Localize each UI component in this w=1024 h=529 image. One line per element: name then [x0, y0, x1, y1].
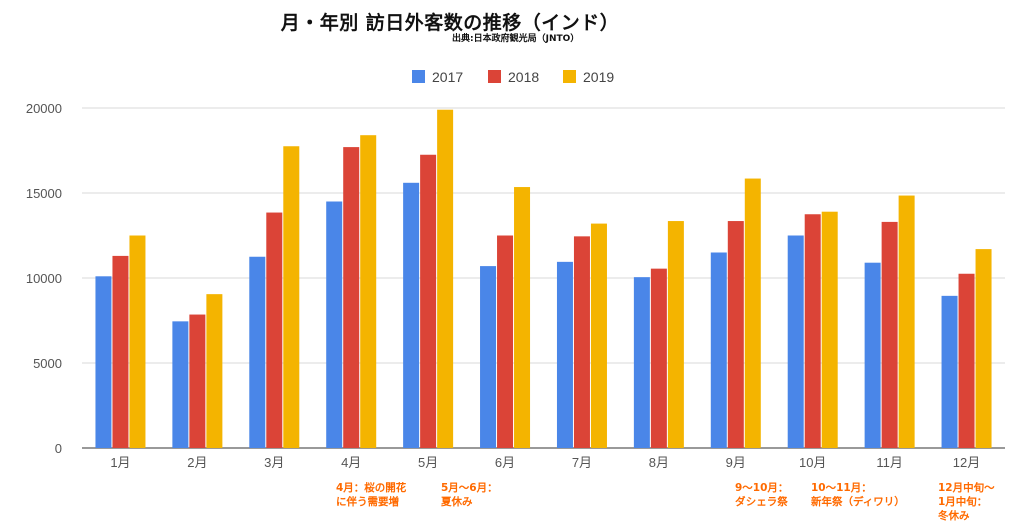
legend-label-2017: 2017 [432, 69, 463, 85]
bar-2019 [590, 223, 607, 448]
x-tick-label: 8月 [649, 455, 669, 470]
annotation-oct-nov: 10〜11月： 新年祭（ディワリ） [811, 481, 905, 509]
bar-2017 [787, 235, 804, 448]
bar-2017 [710, 252, 727, 448]
y-tick-label: 10000 [26, 271, 62, 286]
bar-2018 [958, 273, 975, 448]
x-tick-label: 11月 [876, 455, 903, 470]
x-tick-label: 3月 [264, 455, 284, 470]
legend-swatch-2018 [488, 70, 501, 83]
annotation-line: 新年祭（ディワリ） [811, 496, 905, 508]
bar-2019 [129, 235, 146, 448]
bar-2018 [343, 147, 360, 448]
x-tick-label: 2月 [187, 455, 207, 470]
legend-swatch-2019 [563, 70, 576, 83]
bar-2018 [266, 212, 283, 448]
annotation-line: 1月中旬： [938, 496, 988, 508]
bar-2017 [556, 261, 573, 448]
annotation-sep-oct: 9〜10月： ダシェラ祭 [735, 481, 788, 509]
bar-2017 [403, 182, 420, 449]
bar-2018 [497, 235, 514, 448]
bar-2017 [326, 201, 343, 448]
bar-2019 [975, 249, 992, 448]
annotation-line: 10〜11月： [811, 482, 872, 494]
annotation-line: 12月中旬〜 [938, 482, 995, 494]
x-tick-label: 10月 [799, 455, 826, 470]
bar-2018 [189, 314, 206, 448]
annotation-line: に伴う需要増 [336, 496, 399, 508]
bar-2019 [206, 294, 223, 448]
bar-2017 [249, 256, 266, 448]
annotation-line: 5月〜6月： [441, 482, 498, 494]
y-tick-label: 0 [55, 441, 62, 456]
bar-2018 [112, 255, 129, 448]
bar-2019 [821, 211, 838, 448]
annotation-may-june: 5月〜6月： 夏休み [441, 481, 498, 509]
chart-source: 出典:日本政府観光局（JNTO） [452, 34, 580, 44]
legend-label-2019: 2019 [583, 69, 614, 85]
legend-swatch-2017 [412, 70, 425, 83]
x-tick-label: 5月 [418, 455, 438, 470]
annotation-dec-jan: 12月中旬〜 1月中旬： 冬休み [938, 481, 995, 523]
bar-2017 [172, 321, 189, 448]
annotation-line: 冬休み [938, 510, 970, 522]
bar-2018 [804, 214, 821, 448]
chart-title: 月・年別 訪日外客数の推移（インド） [280, 12, 620, 34]
x-tick-label: 9月 [726, 455, 746, 470]
annotation-april: 4月：桜の開花 に伴う需要増 [336, 481, 406, 509]
bar-2019 [744, 178, 761, 449]
bar-2017 [864, 262, 881, 448]
x-tick-label: 7月 [572, 455, 592, 470]
bar-2019 [898, 195, 915, 448]
bar-2019 [283, 146, 300, 448]
bar-2018 [727, 221, 744, 448]
bar-2019 [360, 135, 377, 448]
x-tick-label: 1月 [110, 455, 130, 470]
annotation-line: ダシェラ祭 [735, 496, 788, 508]
x-tick-label: 12月 [953, 455, 980, 470]
bar-2019 [437, 109, 454, 448]
bar-2018 [650, 268, 667, 448]
bar-2017 [480, 266, 497, 448]
bar-2017 [633, 277, 650, 448]
bar-2017 [941, 295, 958, 448]
bar-2018 [881, 221, 898, 448]
legend-label-2018: 2018 [508, 69, 539, 85]
bar-2017 [95, 276, 112, 448]
bar-2019 [514, 187, 531, 449]
annotation-line: 夏休み [441, 496, 473, 508]
bar-2018 [420, 154, 437, 448]
x-tick-label: 4月 [341, 455, 361, 470]
annotation-line: 9〜10月： [735, 482, 789, 494]
y-tick-label: 5000 [33, 356, 62, 371]
y-tick-label: 20000 [26, 101, 62, 116]
bar-2019 [667, 221, 684, 448]
x-tick-label: 6月 [495, 455, 515, 470]
bar-2018 [573, 236, 590, 448]
annotation-line: 4月：桜の開花 [336, 482, 407, 494]
y-tick-label: 15000 [26, 186, 62, 201]
